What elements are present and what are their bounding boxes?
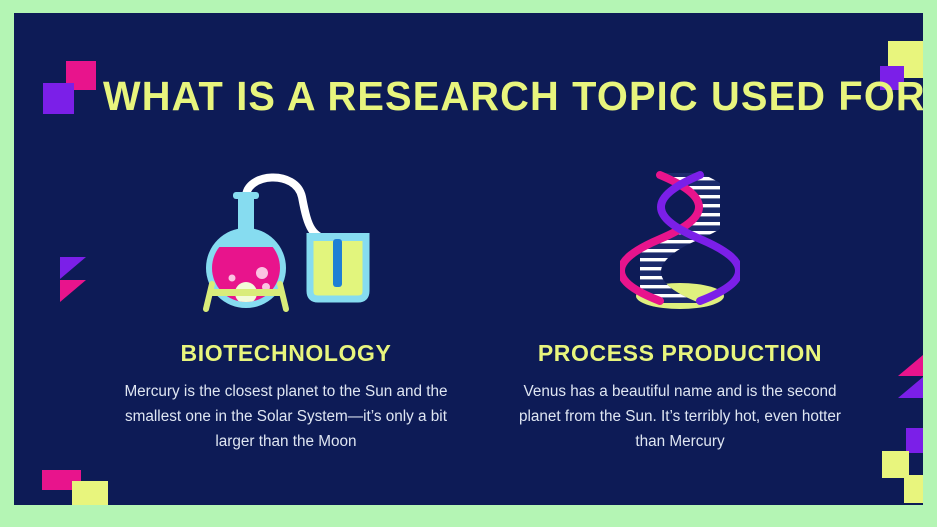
column-heading: BIOTECHNOLOGY [180,340,392,366]
column-heading: PROCESS PRODUCTION [537,340,823,366]
column-body-text: Venus has a beautiful name and is the se… [519,383,841,450]
square-bottom-right-yellow-2 [904,475,923,503]
column-body-text: Mercury is the closest planet to the Sun… [124,383,448,450]
square-bottom-left-pink [42,470,81,490]
triangle-right-purple [898,377,923,398]
column-biotechnology: BIOTECHNOLOGY Mercury is the closest pla… [89,163,483,454]
square-bottom-left-yellow [72,481,108,505]
square-top-right-purple [880,66,904,90]
flask-beaker-icon [89,163,483,313]
triangle-left-purple [60,257,86,279]
square-bottom-right-yellow-1 [882,451,909,478]
square-top-left-purple [43,83,74,114]
dna-helix-icon [483,163,877,313]
square-bottom-right-purple [906,428,923,453]
page-title: WHAT IS A RESEARCH TOPIC USED FOR? [103,73,923,119]
slide-panel: WHAT IS A RESEARCH TOPIC USED FOR? [14,13,923,505]
triangle-right-pink [898,355,923,376]
column-process-production: PROCESS PRODUCTION Venus has a beautiful… [483,163,877,454]
triangle-left-pink [60,280,86,302]
